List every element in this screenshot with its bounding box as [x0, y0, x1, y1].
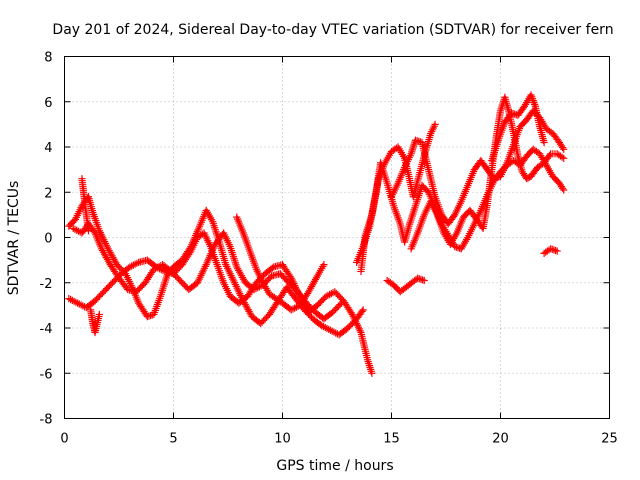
y-tick-label: -4	[40, 322, 53, 337]
data-point	[69, 218, 77, 226]
data-point	[394, 285, 402, 293]
data-point	[551, 175, 560, 183]
data-point	[392, 284, 400, 292]
data-point	[368, 369, 376, 377]
data-point	[525, 149, 533, 157]
data-point	[420, 276, 428, 285]
x-axis-label: GPS time / hours	[276, 458, 393, 474]
y-axis-label: SDTVAR / TECUs	[6, 181, 22, 296]
x-tick-label: 5	[169, 432, 177, 447]
data-point	[526, 148, 535, 156]
data-point	[320, 261, 328, 269]
y-tick-label: -6	[40, 367, 53, 382]
x-tick-label: 10	[274, 432, 291, 447]
series-track-10	[540, 245, 561, 257]
data-point	[519, 120, 527, 128]
data-point	[95, 310, 103, 319]
data-point	[67, 219, 76, 228]
grid-lines	[64, 56, 610, 419]
y-tick-label: 4	[44, 141, 52, 156]
data-point	[517, 121, 526, 129]
data-point	[391, 282, 399, 290]
data-point	[421, 184, 429, 192]
y-tick-label: 2	[44, 186, 52, 201]
x-tick-label: 15	[383, 432, 400, 447]
data-point	[523, 152, 531, 160]
y-tick-label: -8	[40, 413, 53, 428]
y-tick-label: 6	[44, 96, 52, 111]
data-point	[66, 221, 74, 229]
data-point	[65, 222, 73, 230]
y-tick-label: -2	[40, 277, 53, 292]
data-point	[462, 210, 470, 219]
y-tick-label: 0	[44, 232, 52, 247]
series-track-13	[87, 306, 103, 337]
data-point	[337, 299, 345, 307]
series-track-1	[65, 193, 367, 339]
x-tick-label: 20	[492, 432, 509, 447]
series-markers	[65, 91, 568, 377]
chart-title: Day 201 of 2024, Sidereal Day-to-day VTE…	[52, 22, 613, 38]
data-point	[550, 174, 558, 182]
data-point	[422, 185, 430, 194]
data-point	[560, 145, 568, 153]
x-tick-labels: 0 5 10 15 20 25	[60, 432, 617, 447]
series-track-4	[233, 213, 328, 314]
data-point	[540, 138, 548, 147]
data-point	[516, 123, 524, 131]
data-point	[459, 213, 468, 221]
data-point	[390, 281, 398, 289]
data-point	[553, 176, 561, 185]
series-track-11	[383, 274, 428, 296]
tick-marks	[64, 56, 610, 419]
data-point	[549, 172, 557, 181]
data-point	[431, 120, 439, 128]
data-point	[461, 212, 469, 220]
data-point	[359, 306, 367, 314]
data-point	[553, 247, 561, 255]
y-tick-label: 8	[44, 51, 52, 66]
data-point	[560, 154, 568, 162]
x-tick-label: 0	[60, 432, 68, 447]
data-point	[418, 181, 426, 190]
data-point	[560, 186, 568, 194]
data-point	[520, 118, 528, 127]
series-track-12	[78, 175, 93, 235]
data-point	[419, 183, 427, 191]
series-track-9	[488, 91, 548, 165]
y-tick-labels: -8 -6 -4 -2 0 2 4 6 8	[40, 51, 53, 428]
x-tick-label: 25	[601, 432, 618, 447]
data-point	[84, 227, 93, 235]
data-point	[524, 151, 532, 159]
